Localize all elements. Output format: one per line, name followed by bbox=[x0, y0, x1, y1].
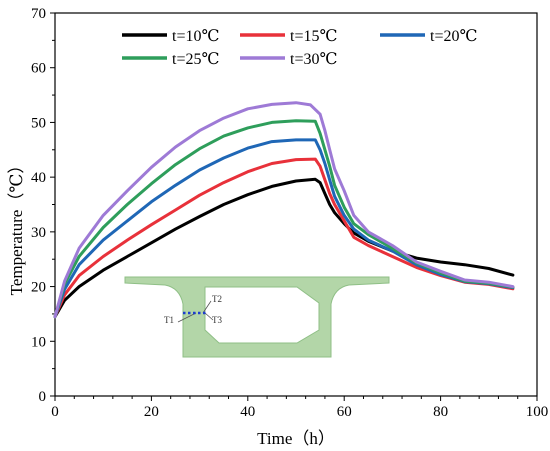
y-tick-label: 30 bbox=[31, 225, 46, 241]
y-tick-label: 70 bbox=[31, 6, 46, 22]
series-line-3 bbox=[53, 138, 515, 319]
series-line-1 bbox=[53, 177, 515, 319]
girder-section-shape bbox=[124, 276, 390, 358]
y-tick-label: 40 bbox=[31, 170, 46, 186]
x-tick-label: 60 bbox=[337, 404, 352, 420]
x-tick-label: 100 bbox=[526, 404, 549, 420]
y-tick-label: 20 bbox=[31, 280, 46, 296]
y-tick-label: 10 bbox=[31, 334, 46, 350]
series-lines bbox=[53, 101, 515, 319]
legend-label: t=15℃ bbox=[290, 28, 337, 45]
t3-label: T3 bbox=[212, 315, 222, 325]
box-girder-cross-section: T2 T1 T3 bbox=[124, 276, 390, 358]
x-tick-label: 80 bbox=[433, 404, 448, 420]
x-tick-label: 0 bbox=[51, 404, 59, 420]
x-axis-title: Time（h） bbox=[257, 429, 335, 448]
t1-label: T1 bbox=[164, 315, 174, 325]
y-tick-label: 50 bbox=[31, 115, 46, 131]
y-tick-label: 60 bbox=[31, 61, 46, 77]
series-line-2 bbox=[53, 157, 515, 319]
t2-label: T2 bbox=[212, 294, 222, 304]
legend: t=10℃ t=15℃ t=20℃ t=25℃ t=30℃ bbox=[122, 28, 477, 68]
x-tick-label: 20 bbox=[144, 404, 159, 420]
y-tick-label: 0 bbox=[39, 389, 47, 405]
axes: 0 20 40 60 80 100 0 10 20 30 40 50 60 70 bbox=[31, 6, 548, 420]
legend-label: t=10℃ bbox=[172, 28, 219, 45]
t1-leader-line bbox=[177, 312, 197, 323]
t3-leader-line bbox=[204, 312, 214, 321]
legend-label: t=20℃ bbox=[430, 28, 477, 45]
series-line-5 bbox=[53, 101, 515, 319]
t2-leader-line bbox=[202, 300, 212, 314]
legend-label: t=30℃ bbox=[290, 51, 337, 68]
x-tick-label: 40 bbox=[240, 404, 255, 420]
y-axis-title: Temperature（℃） bbox=[7, 157, 26, 296]
legend-label: t=25℃ bbox=[172, 51, 219, 68]
